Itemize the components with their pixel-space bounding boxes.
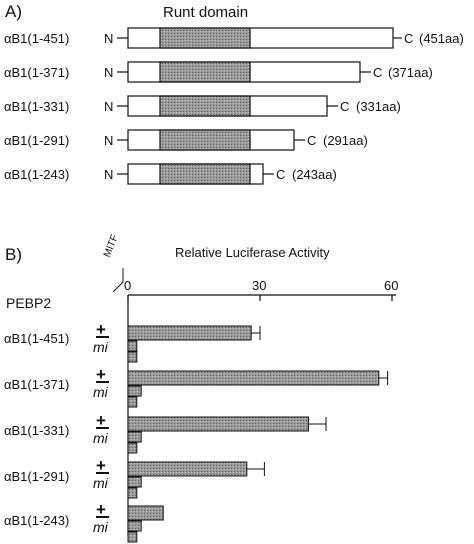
plus-minus-symbol: + xyxy=(96,456,106,475)
plus-minus-symbol: + xyxy=(96,320,106,339)
panel-b-label: B) xyxy=(5,245,22,264)
plus-minus-symbol: + xyxy=(96,411,106,430)
bar xyxy=(127,396,138,408)
bar xyxy=(127,505,164,521)
bar xyxy=(127,325,252,341)
bar xyxy=(127,476,142,488)
construct-label: αB1(1-291) xyxy=(4,133,70,148)
length-label: (243aa) xyxy=(292,167,337,182)
runt-domain-box xyxy=(159,129,251,151)
construct-label: αB1(1-243) xyxy=(4,167,70,182)
n-terminus-label: N xyxy=(104,99,114,114)
x-tick-label: 60 xyxy=(384,278,399,293)
bar xyxy=(127,461,248,477)
construct-label: αB1(1-371) xyxy=(4,65,70,80)
minus-symbol xyxy=(96,472,109,474)
plus-minus-symbol: + xyxy=(96,365,106,384)
x-tick-label: 30 xyxy=(252,278,267,293)
category-label: αB1(1-451) xyxy=(4,331,70,346)
n-terminus-label: N xyxy=(104,133,114,148)
runt-domain-box xyxy=(159,95,251,117)
bar xyxy=(127,351,138,363)
construct-1-371 xyxy=(117,61,371,83)
construct-1-291 xyxy=(117,129,305,151)
construct-1-451 xyxy=(117,27,402,49)
construct-label: αB1(1-331) xyxy=(4,99,70,114)
plus-minus-symbol: + xyxy=(96,500,106,519)
c-terminus-label: C xyxy=(340,99,350,114)
category-label: αB1(1-371) xyxy=(4,377,70,392)
mitf-leader-line xyxy=(112,268,124,293)
bar xyxy=(127,531,138,543)
construct-1-331 xyxy=(117,95,338,117)
x-tick-label: 0 xyxy=(124,278,132,293)
construct-1-243 xyxy=(117,163,274,185)
bar xyxy=(127,442,138,454)
runt-domain-box xyxy=(159,61,251,83)
bar xyxy=(127,487,138,499)
bar xyxy=(127,340,138,352)
bar xyxy=(127,416,309,432)
mi-label: mi xyxy=(93,475,108,491)
minus-symbol xyxy=(96,427,109,429)
mi-label: mi xyxy=(93,384,108,400)
category-label: αB1(1-291) xyxy=(4,469,70,484)
mi-label: mi xyxy=(93,430,108,446)
category-label: αB1(1-331) xyxy=(4,423,70,438)
bar xyxy=(127,370,380,386)
n-terminus-label: N xyxy=(104,167,114,182)
length-label: (451aa) xyxy=(419,31,464,46)
runt-domain-box xyxy=(159,27,251,49)
length-label: (331aa) xyxy=(356,99,401,114)
c-terminus-label: C xyxy=(276,167,286,182)
chart-title: Relative Luciferase Activity xyxy=(175,245,330,260)
n-terminus-label: N xyxy=(104,65,114,80)
bar-layer xyxy=(127,325,389,543)
category-label: αB1(1-243) xyxy=(4,513,70,528)
length-label: (371aa) xyxy=(388,65,433,80)
minus-symbol xyxy=(96,336,109,338)
minus-symbol xyxy=(96,516,109,518)
mi-label: mi xyxy=(93,339,108,355)
bar xyxy=(127,385,142,397)
pebp2-label: PEBP2 xyxy=(6,295,52,311)
minus-symbol xyxy=(96,381,109,383)
n-terminus-label: N xyxy=(104,31,114,46)
panel-a-label: A) xyxy=(5,2,22,21)
bar xyxy=(127,431,142,443)
c-terminus-label: C xyxy=(373,65,383,80)
c-terminus-label: C xyxy=(307,133,317,148)
mi-label: mi xyxy=(93,519,108,535)
runt-domain-label: Runt domain xyxy=(163,4,249,21)
length-label: (291aa) xyxy=(323,133,368,148)
construct-label: αB1(1-451) xyxy=(4,31,70,46)
x-axis-ticks xyxy=(127,295,393,301)
bar xyxy=(127,520,142,532)
c-terminus-label: C xyxy=(404,31,414,46)
runt-domain-box xyxy=(159,163,251,185)
